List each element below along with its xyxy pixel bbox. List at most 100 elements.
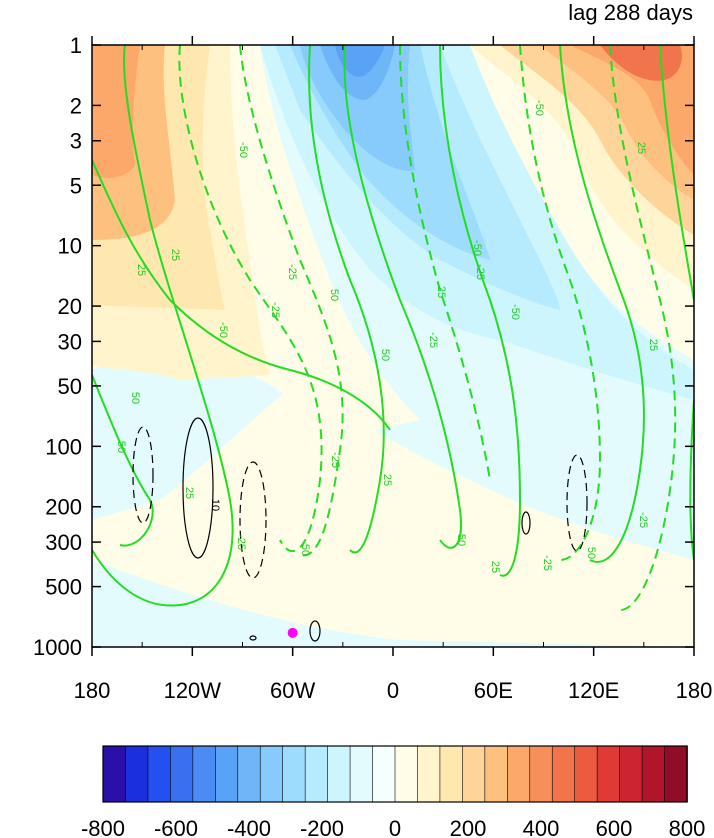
green-contour-label: 25 <box>381 474 393 486</box>
colorbar-swatch <box>372 745 396 803</box>
colorbar-swatch <box>551 745 576 803</box>
x-tick-label: 120W <box>164 678 222 703</box>
colorbar-swatch <box>192 745 217 803</box>
fill-region-negative-band-3 <box>300 45 415 171</box>
green-contour-9 <box>439 45 522 577</box>
green-contour-8 <box>399 45 491 481</box>
black-contour-dashed-2 <box>239 461 267 579</box>
green-contour-label: 25 <box>647 339 659 351</box>
green-contour-7 <box>343 45 462 549</box>
y-tick-label: 2 <box>70 93 82 118</box>
green-contour-6 <box>308 45 385 554</box>
colorbar-tick-label: 800 <box>669 816 706 838</box>
green-contour-label: -25 <box>541 555 553 571</box>
y-tick-label: 1 <box>70 33 82 58</box>
colorbar-swatch <box>215 745 239 803</box>
green-contour-label: -25 <box>329 452 341 468</box>
colorbar-tick-label: -600 <box>154 816 198 838</box>
colorbar-tick-label: -400 <box>227 816 271 838</box>
green-contour-label: -25 <box>474 264 486 280</box>
y-tick-label: 30 <box>58 329 82 354</box>
colorbar-swatch <box>619 745 643 803</box>
y-axis: 1 2 3 5 10 20 30 50 100 200 300 500 1000 <box>33 33 694 660</box>
green-contour-label: -25 <box>269 302 281 318</box>
green-contour-label: -50 <box>509 304 521 320</box>
colorbar-swatch <box>417 745 441 803</box>
y-tick-label: 500 <box>45 575 82 600</box>
x-tick-label: 180 <box>74 678 111 703</box>
colorbar: -800 -600 -400 -200 0 200 400 600 800 <box>81 745 706 838</box>
green-contour-1 <box>92 159 391 431</box>
green-contour-label: 25 <box>435 286 447 298</box>
x-tick-label: 180 <box>676 678 713 703</box>
black-contour-solid-1 <box>182 417 214 559</box>
colorbar-swatch <box>484 745 509 803</box>
y-tick-label: 10 <box>58 234 82 259</box>
green-contour-label: 25 <box>183 487 195 499</box>
colorbar-swatch <box>327 745 351 803</box>
y-tick-label: 20 <box>58 294 82 319</box>
fill-region-weak-positive-lower <box>92 380 694 647</box>
black-contour-solid-3 <box>309 620 321 642</box>
fill-region-positive-west-core-2 <box>92 45 140 178</box>
colorbar-tick-label: -800 <box>81 816 125 838</box>
colorbar-swatch <box>641 745 666 803</box>
green-contour-4 <box>178 45 323 553</box>
green-contour-label: -50 <box>533 100 545 116</box>
x-tick-label: 0 <box>387 678 399 703</box>
green-contour-label: 50 <box>129 392 141 404</box>
green-contour-label: 25 <box>489 561 501 573</box>
green-contour-label: 50 <box>585 547 597 559</box>
x-tick-label: 60E <box>474 678 513 703</box>
colorbar-swatch <box>507 745 531 803</box>
green-contour-10 <box>519 45 602 561</box>
black-contour-solid-4 <box>249 635 257 641</box>
black-contours <box>132 417 588 642</box>
y-tick-label: 100 <box>45 434 82 459</box>
green-contour-label: -50 <box>471 240 483 256</box>
colorbar-tick-label: 600 <box>596 816 633 838</box>
green-contours <box>92 45 694 611</box>
y-tick-label: 300 <box>45 530 82 555</box>
colorbar-swatch <box>664 745 688 803</box>
fill-region-negative-core <box>335 45 385 77</box>
colorbar-swatch <box>237 745 262 803</box>
colorbar-tick-label: -200 <box>300 816 344 838</box>
x-tick-label: 60W <box>270 678 315 703</box>
colorbar-swatch <box>170 745 194 803</box>
green-contour-label: 50 <box>455 534 467 546</box>
colorbar-swatch <box>596 745 621 803</box>
green-contour-label: 25 <box>169 249 181 261</box>
colorbar-swatch <box>439 745 464 803</box>
location-marker <box>287 627 298 638</box>
green-contour-14 <box>689 399 694 561</box>
y-tick-label: 5 <box>70 173 82 198</box>
colorbar-tick-label: 400 <box>523 816 560 838</box>
green-contour-label: -25 <box>235 534 247 550</box>
green-contour-11 <box>559 45 645 563</box>
colorbar-swatch <box>394 745 419 803</box>
colorbar-tick-label: 0 <box>389 816 401 838</box>
green-contour-12 <box>609 45 677 611</box>
green-contour-5 <box>239 45 344 557</box>
green-contour-label: -50 <box>217 322 229 338</box>
green-contour-label: -50 <box>237 142 249 158</box>
black-contour-dashed-1 <box>132 426 154 524</box>
colorbar-swatch <box>102 745 127 803</box>
green-contour-label: -25 <box>427 332 439 348</box>
green-contour-label: 50 <box>115 441 127 453</box>
green-contour-13 <box>659 45 694 301</box>
green-contour-label: 25 <box>135 264 147 276</box>
green-contour-label: 50 <box>379 349 391 361</box>
chart-title: lag 288 days <box>568 0 693 25</box>
x-tick-label: 120E <box>568 678 619 703</box>
green-contour-label: -25 <box>637 512 649 528</box>
green-contour-3 <box>92 45 234 607</box>
green-contour-label: -25 <box>286 264 298 280</box>
black-contour-solid-2 <box>521 511 531 535</box>
colorbar-swatch <box>282 745 306 803</box>
black-contour-label: 10 <box>209 499 221 511</box>
y-tick-label: 200 <box>45 495 82 520</box>
colorbar-swatch <box>259 745 284 803</box>
